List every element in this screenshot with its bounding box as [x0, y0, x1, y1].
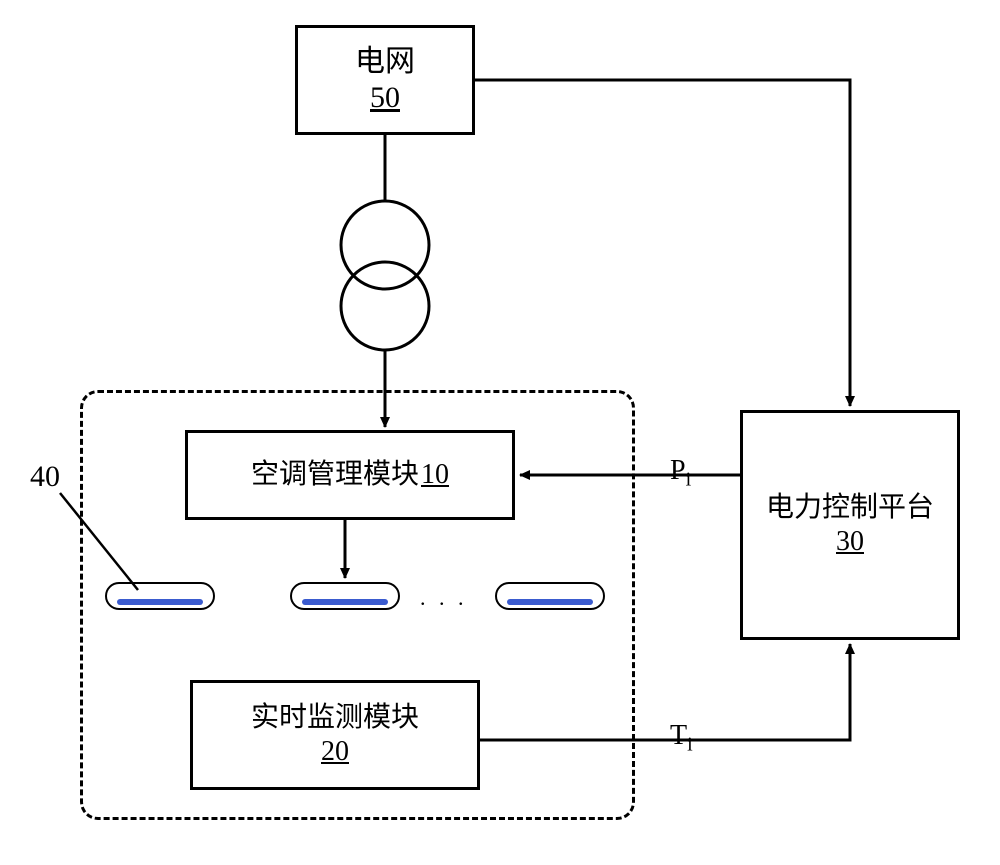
node-grid-num: 50: [370, 80, 400, 116]
node-monitor-num: 20: [321, 735, 349, 769]
ac-unit: [290, 582, 400, 610]
node-grid-label: 电网: [355, 44, 415, 80]
edge-label-pi-main: P: [670, 455, 686, 486]
edge-label-ti-sub: i: [687, 734, 693, 756]
ac-unit-outer: [105, 582, 215, 610]
node-platform: 电力控制平台 30: [740, 410, 960, 640]
ac-units-ellipsis: . . .: [420, 585, 468, 611]
transformer-icon: [341, 201, 429, 350]
ac-unit-outer: [290, 582, 400, 610]
ac-unit-inner: [507, 599, 594, 605]
node-monitor: 实时监测模块 20: [190, 680, 480, 790]
edge-label-pi-sub: i: [686, 469, 692, 491]
edge-grid-to-platform: [475, 80, 850, 406]
node-platform-num: 30: [836, 525, 864, 559]
node-platform-label: 电力控制平台: [766, 491, 934, 525]
label-40: 40: [30, 460, 60, 494]
ac-unit-inner: [302, 599, 389, 605]
node-monitor-label: 实时监测模块: [251, 701, 419, 735]
node-ac-mgmt-label-text: 空调管理模块: [251, 459, 419, 490]
node-ac-mgmt: 空调管理模块10: [185, 430, 515, 520]
ac-unit-outer: [495, 582, 605, 610]
node-grid: 电网 50: [295, 25, 475, 135]
ac-unit: [495, 582, 605, 610]
node-ac-mgmt-label: 空调管理模块10: [251, 458, 449, 492]
ac-unit-inner: [117, 599, 204, 605]
edge-label-pi: Pi: [670, 455, 691, 492]
edge-label-ti-main: T: [670, 720, 687, 751]
node-ac-mgmt-num: 10: [421, 459, 449, 490]
edge-label-ti: Ti: [670, 720, 693, 757]
ac-unit: [105, 582, 215, 610]
